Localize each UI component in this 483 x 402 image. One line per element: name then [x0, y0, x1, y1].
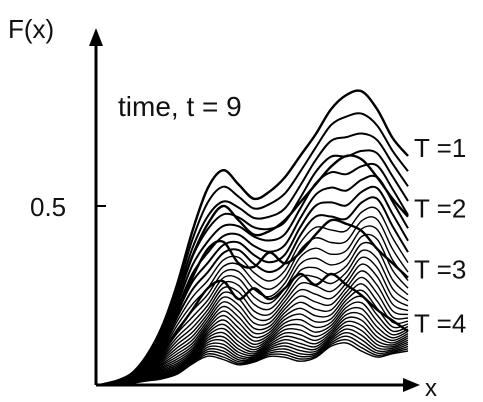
series-label: T =2	[414, 194, 466, 224]
series-line	[99, 272, 409, 387]
family-curve	[99, 174, 409, 386]
series-labels: T =1 T =2 T =3 T =4	[414, 133, 466, 338]
time-annotation: time, t = 9	[118, 91, 242, 122]
series-line	[99, 218, 409, 387]
y-tick-label: 0.5	[30, 192, 66, 222]
y-axis-arrow	[89, 28, 103, 46]
series-line	[99, 89, 409, 387]
x-axis-arrow	[403, 378, 420, 392]
chart-curves	[99, 89, 409, 387]
x-axis-label: x	[425, 375, 437, 402]
y-axis-label: F(x)	[8, 14, 54, 44]
family-curve	[99, 342, 409, 386]
series-label: T =3	[414, 255, 466, 285]
chart-axes	[89, 28, 420, 392]
series-label: T =4	[414, 308, 466, 338]
series-line	[99, 154, 409, 387]
series-label: T =1	[414, 133, 466, 163]
